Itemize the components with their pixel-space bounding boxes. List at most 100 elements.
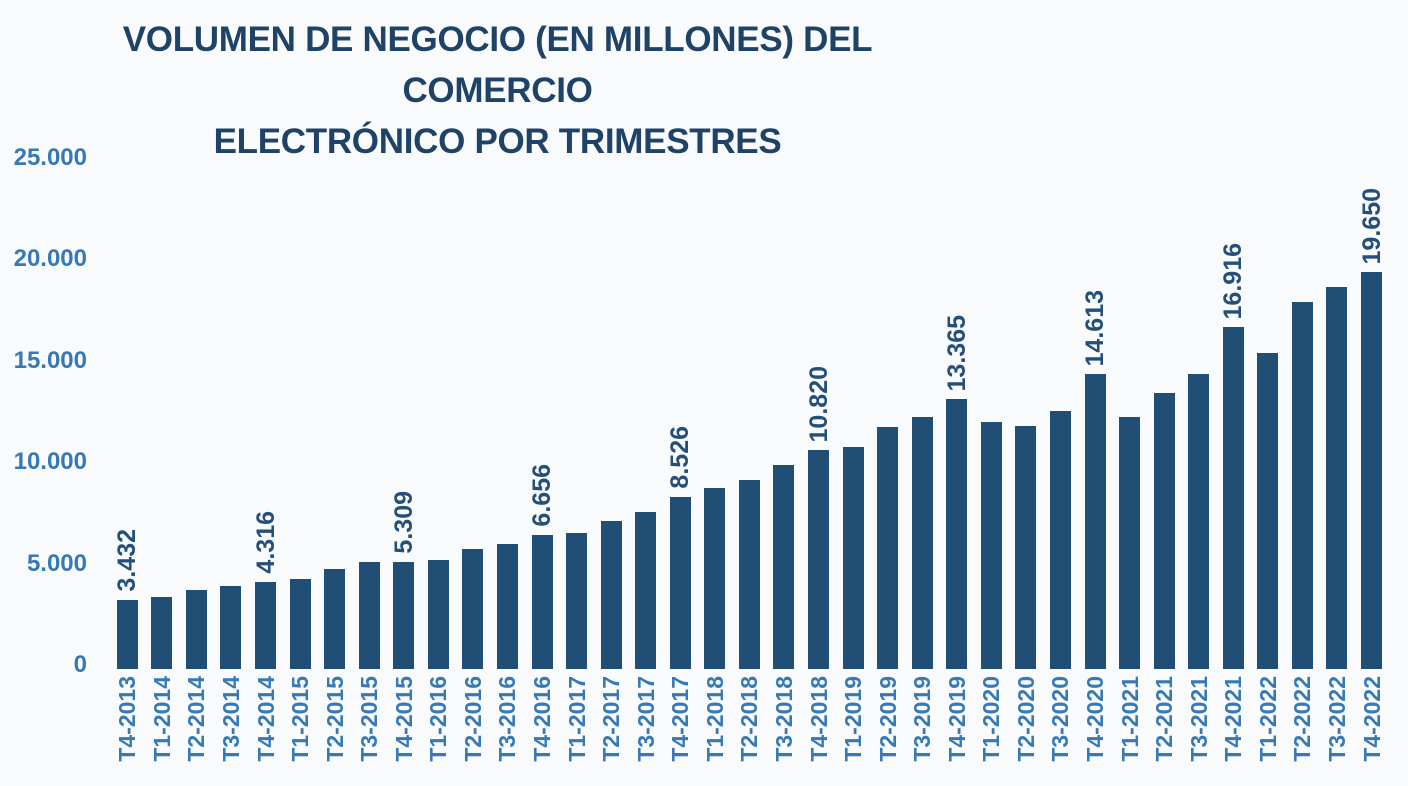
- x-axis-label: T2-2022: [1289, 676, 1316, 762]
- x-axis-cell: T2-2015: [317, 676, 352, 762]
- bar: [1291, 302, 1313, 669]
- x-axis-cell: T3-2016: [490, 676, 525, 762]
- bar-column: [594, 140, 629, 669]
- bar-column: [456, 140, 491, 669]
- x-axis-cell: T2-2019: [870, 676, 905, 762]
- bar-column: [352, 140, 387, 669]
- x-axis-label: T4-2016: [529, 676, 556, 762]
- x-axis-label: T1-2021: [1116, 676, 1143, 762]
- x-axis-label: T3-2020: [1047, 676, 1074, 762]
- x-axis-cell: T3-2015: [352, 676, 387, 762]
- x-axis-label: T2-2019: [874, 676, 901, 762]
- x-axis-label: T4-2015: [390, 676, 417, 762]
- x-axis-cell: T2-2018: [732, 676, 767, 762]
- x-axis-label: T1-2022: [1254, 676, 1281, 762]
- x-axis-label: T3-2016: [494, 676, 521, 762]
- x-axis-label: T4-2017: [667, 676, 694, 762]
- bar-column: [698, 140, 733, 669]
- bar: [1188, 374, 1210, 669]
- x-axis-label: T1-2015: [287, 676, 314, 762]
- x-axis-cell: T1-2014: [145, 676, 180, 762]
- x-axis-cell: T2-2020: [1009, 676, 1044, 762]
- x-axis-cell: T1-2017: [559, 676, 594, 762]
- bar: [1049, 411, 1071, 669]
- bar-column: 19.650: [1354, 140, 1389, 669]
- bar-column: [628, 140, 663, 669]
- x-axis-cell: T4-2013: [110, 676, 145, 762]
- bar-column: [317, 140, 352, 669]
- x-axis-cell: T2-2022: [1285, 676, 1320, 762]
- bar-column: [870, 140, 905, 669]
- bar-column: [283, 140, 318, 669]
- x-axis-label: T3-2015: [356, 676, 383, 762]
- x-axis-cell: T4-2019: [940, 676, 975, 762]
- bar-column: [214, 140, 249, 669]
- bar-column: [145, 140, 180, 669]
- bar: [1119, 417, 1141, 669]
- bar: [462, 549, 484, 669]
- bar: [1015, 426, 1037, 669]
- bar: [669, 497, 691, 669]
- x-axis-cell: T4-2015: [387, 676, 422, 762]
- bar-value-label: 5.309: [389, 491, 418, 554]
- bar: [600, 521, 622, 669]
- x-axis-label: T2-2018: [736, 676, 763, 762]
- y-axis-tick-label: 10.000: [13, 448, 87, 476]
- y-axis-tick-label: 0: [73, 651, 87, 678]
- x-axis-cell: T1-2020: [974, 676, 1009, 762]
- x-axis-label: T2-2017: [598, 676, 625, 762]
- bar: [566, 533, 588, 669]
- x-axis-label: T3-2021: [1185, 676, 1212, 762]
- bar: [877, 427, 899, 669]
- x-axis-cell: T1-2016: [421, 676, 456, 762]
- bar-column: [974, 140, 1009, 669]
- bar: [220, 586, 242, 669]
- x-axis-label: T2-2014: [183, 676, 210, 762]
- x-axis-cell: T1-2015: [283, 676, 318, 762]
- bar: [1326, 287, 1348, 669]
- x-axis-cell: T4-2017: [663, 676, 698, 762]
- x-axis-label: T2-2016: [459, 676, 486, 762]
- bar: [842, 447, 864, 669]
- x-axis-cell: T4-2020: [1078, 676, 1113, 762]
- bar-value-label: 8.526: [666, 426, 695, 489]
- bar: [946, 399, 968, 669]
- x-axis-label: T1-2016: [425, 676, 452, 762]
- bar-column: [1147, 140, 1182, 669]
- x-axis-label: T2-2021: [1151, 676, 1178, 762]
- x-axis-cell: T3-2021: [1181, 676, 1216, 762]
- x-axis-cell: T4-2014: [248, 676, 283, 762]
- bar: [1084, 374, 1106, 669]
- bar: [738, 480, 760, 669]
- x-axis-cell: T1-2022: [1251, 676, 1286, 762]
- x-axis-label: T3-2018: [770, 676, 797, 762]
- chart-title-line2: ELECTRÓNICO POR TRIMESTRES: [213, 122, 782, 161]
- x-axis-cell: T3-2017: [628, 676, 663, 762]
- bar: [1222, 327, 1244, 669]
- bar: [324, 569, 346, 669]
- bar: [255, 582, 277, 669]
- y-axis: 0 5.000 10.000 15.000 20.000 25.000: [0, 0, 87, 786]
- bar: [773, 465, 795, 669]
- x-axis-label: T3-2022: [1323, 676, 1350, 762]
- x-axis-label: T4-2013: [114, 676, 141, 762]
- x-axis-cell: T2-2016: [456, 676, 491, 762]
- bar-column: [1285, 140, 1320, 669]
- bar-value-label: 4.316: [251, 511, 280, 574]
- x-axis-label: T3-2014: [217, 676, 244, 762]
- bar-value-label: 10.820: [804, 365, 833, 442]
- bar-column: [1251, 140, 1286, 669]
- x-axis-label: T3-2017: [632, 676, 659, 762]
- bar: [808, 450, 830, 669]
- x-axis-label: T1-2019: [840, 676, 867, 762]
- bar-column: 6.656: [525, 140, 560, 669]
- chart-title-line1: VOLUMEN DE NEGOCIO (EN MILLONES) DEL COM…: [122, 20, 873, 110]
- bar-column: [490, 140, 525, 669]
- bar-column: 16.916: [1216, 140, 1251, 669]
- bar-column: [559, 140, 594, 669]
- bar-column: [179, 140, 214, 669]
- x-axis-cell: T4-2016: [525, 676, 560, 762]
- plot-area: 3.432 4.316 5.309 6.656 8.526 10.820 13.365 14.…: [110, 140, 1389, 669]
- bar: [393, 562, 415, 669]
